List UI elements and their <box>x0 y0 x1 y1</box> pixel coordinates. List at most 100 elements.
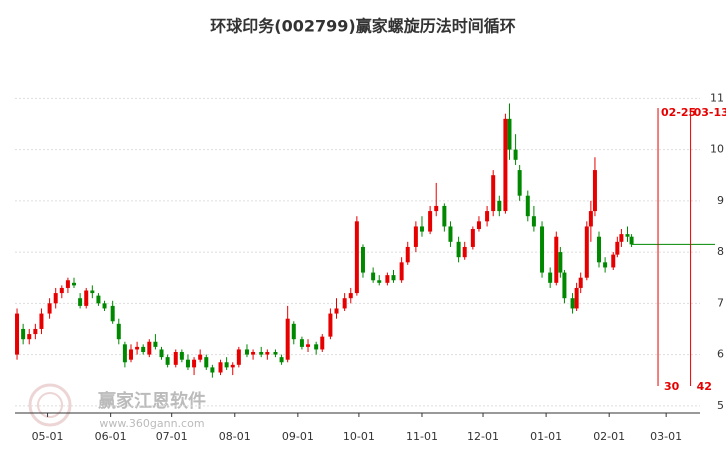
watermark-brand: 赢家江恩软件 <box>98 390 206 412</box>
y-tick-label: 5 <box>717 399 724 412</box>
candle-body <box>531 216 536 227</box>
cycle-date: 02-25 <box>661 106 696 119</box>
candle-body <box>328 313 333 337</box>
candle-body <box>33 328 38 335</box>
candle-body <box>65 280 70 288</box>
candle-body <box>185 359 190 368</box>
y-tick-label: 11 <box>710 91 724 104</box>
candle-body <box>588 211 593 227</box>
candle-body <box>306 344 311 347</box>
candle-body <box>15 313 20 355</box>
x-tick-label: 03-01 <box>650 430 682 443</box>
candle-body <box>377 280 382 283</box>
candle-body <box>159 349 164 358</box>
candle-body <box>84 290 89 306</box>
cycle-count: 30 <box>664 380 680 393</box>
candle-body <box>391 275 396 281</box>
candle-body <box>314 344 319 350</box>
candle-body <box>285 318 290 360</box>
candle-body <box>279 357 284 363</box>
x-tick-label: 12-01 <box>467 430 499 443</box>
candle-body <box>204 357 209 368</box>
cycle-count: 42 <box>697 380 712 393</box>
candle-body <box>399 262 404 281</box>
candle-body <box>102 303 107 309</box>
x-tick-label: 01-01 <box>530 430 562 443</box>
candle-body <box>122 344 127 363</box>
candle-body <box>558 252 563 273</box>
candle-body <box>513 149 518 160</box>
y-tick-label: 7 <box>717 296 724 309</box>
x-tick-label: 02-01 <box>593 430 625 443</box>
candle-body <box>625 234 630 237</box>
candle-body <box>173 352 178 365</box>
candle-body <box>517 170 522 196</box>
candle-body <box>218 362 223 373</box>
candle-body <box>110 305 115 322</box>
candle-body <box>456 241 461 258</box>
candle-body <box>72 282 77 286</box>
candle-body <box>540 226 545 273</box>
x-tick-label: 08-01 <box>219 430 251 443</box>
candle-body <box>611 254 616 268</box>
candle-body <box>434 205 439 212</box>
candle-body <box>96 295 101 304</box>
candle-body <box>615 241 620 255</box>
candle-body <box>198 354 203 360</box>
candle-body <box>265 352 270 355</box>
watermark-logo <box>28 383 72 427</box>
y-tick-label: 8 <box>717 245 724 258</box>
watermark-url: www.360gann.com <box>99 417 204 430</box>
candle-body <box>128 349 133 360</box>
candle-body <box>597 236 602 263</box>
candle-body <box>230 364 235 368</box>
candle-body <box>342 298 347 309</box>
candle-body <box>116 323 121 340</box>
candle-body <box>259 352 264 355</box>
candle-body <box>570 298 575 309</box>
candle-body <box>78 298 83 306</box>
candle-body <box>299 339 304 347</box>
candle-body <box>141 346 146 353</box>
candle-body <box>428 211 433 232</box>
candle-body <box>497 200 502 212</box>
candle-body <box>405 246 410 263</box>
candle-body <box>371 272 376 281</box>
candle-body <box>507 118 512 150</box>
x-tick-label: 05-01 <box>32 430 64 443</box>
y-tick-label: 9 <box>717 194 724 207</box>
candle-body <box>385 275 390 283</box>
candle-body <box>442 205 447 227</box>
candle-body <box>165 357 170 365</box>
cycle-date: 03-13 <box>694 106 726 119</box>
candle-body <box>320 336 325 350</box>
candle-body <box>27 334 32 340</box>
candle-body <box>21 328 26 340</box>
candle-body <box>562 272 567 299</box>
candle-body <box>462 246 467 258</box>
candle-body <box>273 352 278 355</box>
candle-body <box>135 346 140 350</box>
candle-body <box>354 221 359 294</box>
candle-body <box>619 234 624 242</box>
candle-body <box>592 170 597 212</box>
candle-body <box>525 195 530 217</box>
candle-body <box>476 221 481 230</box>
candle-body <box>224 362 229 368</box>
candle-body <box>251 352 256 355</box>
candle-body <box>147 341 152 355</box>
candle-body <box>629 236 634 245</box>
candle-body <box>153 341 158 347</box>
x-tick-label: 07-01 <box>156 430 188 443</box>
candle-body <box>503 118 508 212</box>
candle-body <box>554 236 559 283</box>
candle-body <box>360 246 365 273</box>
candle-body <box>491 175 496 212</box>
candle-body <box>334 308 339 314</box>
candle-body <box>90 290 95 294</box>
x-tick-label: 10-01 <box>343 430 375 443</box>
candle-body <box>291 323 296 340</box>
candle-body <box>39 313 44 329</box>
candle-body <box>179 352 184 360</box>
